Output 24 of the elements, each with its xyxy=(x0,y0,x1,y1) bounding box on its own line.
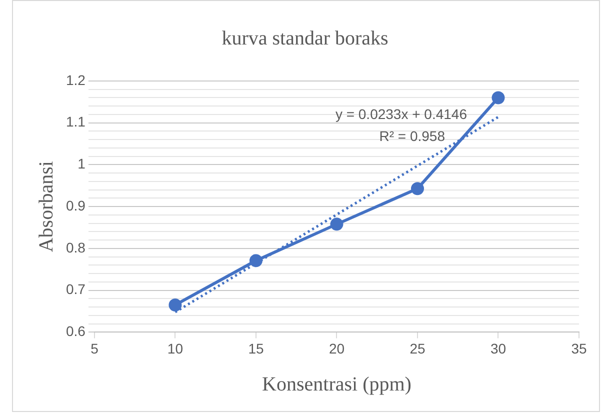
y-tick-label: 1 xyxy=(78,156,86,172)
y-axis-title: Absorbansi xyxy=(35,160,58,252)
point xyxy=(410,182,424,196)
x-tick-label: 5 xyxy=(90,340,99,356)
x-tick-label: 30 xyxy=(490,340,506,356)
x-tick-label: 15 xyxy=(248,340,264,356)
x-tick-label: 25 xyxy=(410,340,426,356)
point xyxy=(492,91,505,104)
y-tick-label: 0.9 xyxy=(66,197,86,214)
y-tick-label: 1.1 xyxy=(66,114,86,130)
annotation: R² = 0.958 xyxy=(379,128,446,144)
annotation: y = 0.0233x + 0.4146 xyxy=(335,106,468,122)
chart-title: kurva standar boraks xyxy=(222,27,389,50)
y-tick-label: 1.2 xyxy=(66,72,86,88)
point xyxy=(249,254,262,268)
x-axis-title: Konsentrasi (ppm) xyxy=(262,373,412,396)
x-tick-label: 35 xyxy=(571,340,587,356)
y-tick-label: 0.6 xyxy=(66,323,86,340)
y-tick-label: 0.7 xyxy=(66,281,86,298)
x-tick-label: 20 xyxy=(328,340,345,356)
y-tick-label: 0.8 xyxy=(66,239,86,256)
x-tick-label: 10 xyxy=(167,340,184,356)
point xyxy=(168,298,182,312)
point xyxy=(330,218,344,231)
